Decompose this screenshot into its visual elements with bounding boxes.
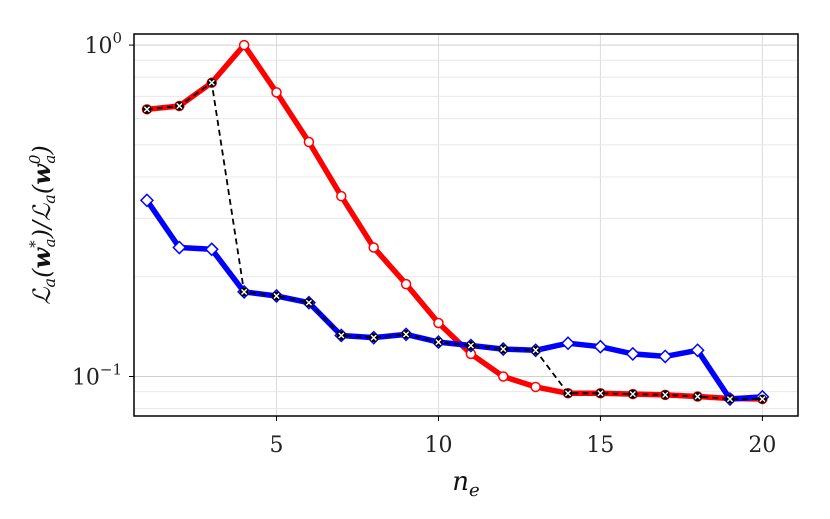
data-point — [303, 136, 315, 148]
x-axis-label-main: n — [452, 467, 469, 497]
y-axis-label-5: * — [26, 240, 44, 248]
data-point — [625, 346, 640, 361]
y-axis-label-1: ℒ — [28, 287, 56, 305]
data-point — [271, 87, 282, 98]
data-point-cross — [402, 331, 410, 338]
y-axis-label-7: )/ℒ — [28, 203, 56, 239]
data-point-cross — [176, 102, 183, 110]
x-tick-label: 15 — [586, 433, 614, 458]
data-point — [530, 381, 541, 393]
series-line — [144, 198, 763, 402]
plot-frame — [133, 33, 799, 417]
data-point — [400, 278, 412, 290]
x-axis-label: ne — [452, 467, 479, 501]
data-point — [560, 336, 576, 351]
ticks: 5 10 15 20 100 10−1 — [72, 29, 776, 458]
data-point-cross — [208, 79, 215, 86]
y-axis-label-3: ( — [28, 268, 56, 278]
data-point-cross — [597, 390, 604, 397]
data-point-cross — [694, 393, 701, 400]
data-point — [139, 193, 155, 208]
data-point — [172, 240, 187, 255]
data-point-cross — [500, 345, 507, 353]
data-point-cross — [532, 347, 539, 354]
data-point-cross — [662, 391, 669, 398]
series-line — [146, 42, 763, 402]
y-axis-label-2: a — [40, 278, 59, 288]
series-layer — [139, 39, 770, 407]
data-point — [204, 242, 219, 257]
data-point-cross — [629, 390, 636, 398]
series-line — [146, 81, 763, 400]
y-axis-label-9: ( — [28, 184, 56, 194]
data-point — [336, 190, 347, 202]
x-axis-label-sub: e — [469, 480, 480, 501]
data-point-cross — [564, 390, 572, 397]
data-point-cross — [435, 339, 442, 346]
x-tick-label: 5 — [270, 433, 284, 458]
y-axis-label-10: w — [27, 163, 56, 185]
data-point — [238, 39, 250, 51]
data-point-cross — [370, 334, 377, 341]
data-point — [433, 317, 444, 329]
y-axis-label-8: a — [40, 194, 59, 204]
data-point — [690, 343, 705, 358]
data-point — [593, 339, 608, 354]
data-point-cross — [241, 288, 248, 295]
data-point-cross — [338, 332, 345, 339]
x-tick-label: 20 — [748, 433, 776, 458]
y-tick-label: 10−1 — [72, 360, 122, 390]
data-point-cross — [467, 342, 474, 349]
data-point-cross — [273, 292, 280, 300]
data-point — [497, 371, 509, 382]
y-axis-label-6: a — [41, 238, 59, 247]
y-axis-label-13: ) — [28, 145, 56, 155]
data-point-cross — [726, 395, 734, 403]
data-point — [658, 349, 673, 364]
y-tick-label: 100 — [84, 29, 122, 59]
data-point-cross — [759, 395, 766, 403]
data-point — [368, 242, 379, 253]
data-point-cross — [143, 106, 151, 113]
y-axis-label: ℒa(w*a)/ℒa(w0a) — [26, 145, 59, 305]
grid — [134, 34, 798, 416]
data-point-cross — [305, 299, 313, 306]
y-axis-label-12: a — [41, 155, 59, 164]
x-tick-label: 10 — [424, 433, 452, 458]
y-axis-label-11: 0 — [26, 154, 44, 164]
y-axis-label-4: w — [27, 247, 56, 269]
